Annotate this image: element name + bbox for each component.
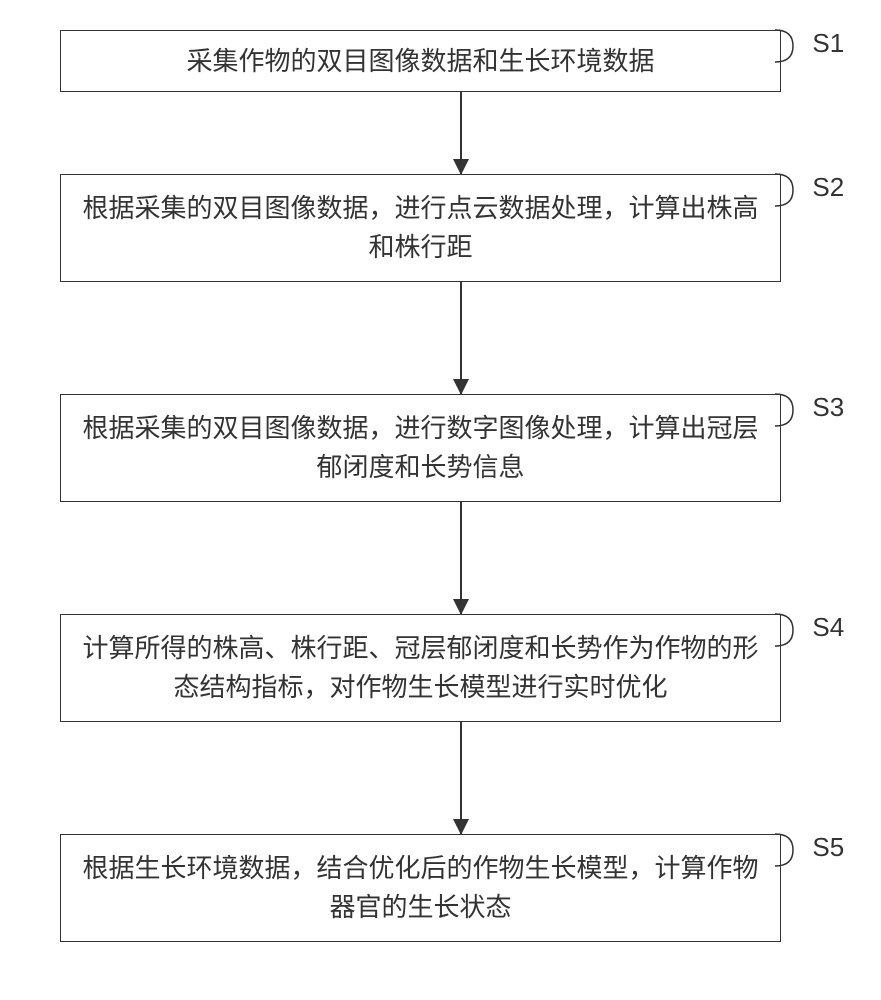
bracket-s5 bbox=[781, 832, 808, 942]
step-box-s1: 采集作物的双目图像数据和生长环境数据 bbox=[60, 30, 781, 92]
arrow-s2-s3 bbox=[460, 282, 462, 394]
step-text-s4: 计算所得的株高、株行距、冠层郁闭度和长势作为作物的形态结构指标，对作物生长模型进… bbox=[81, 629, 760, 707]
arrow-s4-s5 bbox=[460, 722, 462, 834]
step-box-s2: 根据采集的双目图像数据，进行点云数据处理，计算出株高和株行距 bbox=[60, 174, 781, 282]
arrow-container-4 bbox=[71, 722, 851, 834]
step-text-s2: 根据采集的双目图像数据，进行点云数据处理，计算出株高和株行距 bbox=[81, 189, 760, 267]
step-label-s3: S3 bbox=[812, 392, 861, 423]
step-text-s3: 根据采集的双目图像数据，进行数字图像处理，计算出冠层郁闭度和长势信息 bbox=[81, 409, 760, 487]
bracket-s3 bbox=[781, 392, 808, 502]
step-label-s4: S4 bbox=[812, 612, 861, 643]
step-text-s5: 根据生长环境数据，结合优化后的作物生长模型，计算作物器官的生长状态 bbox=[81, 849, 760, 927]
bracket-s2 bbox=[781, 172, 808, 282]
arrow-container-1 bbox=[71, 92, 851, 174]
bracket-s4 bbox=[781, 612, 808, 722]
arrow-container-2 bbox=[71, 282, 851, 394]
step-row-s5: 根据生长环境数据，结合优化后的作物生长模型，计算作物器官的生长状态 S5 bbox=[20, 834, 861, 942]
step-label-s2: S2 bbox=[812, 172, 861, 203]
step-box-s3: 根据采集的双目图像数据，进行数字图像处理，计算出冠层郁闭度和长势信息 bbox=[60, 394, 781, 502]
step-text-s1: 采集作物的双目图像数据和生长环境数据 bbox=[187, 42, 655, 81]
arrow-container-3 bbox=[71, 502, 851, 614]
step-label-s5: S5 bbox=[812, 832, 861, 863]
step-box-s5: 根据生长环境数据，结合优化后的作物生长模型，计算作物器官的生长状态 bbox=[60, 834, 781, 942]
step-box-s4: 计算所得的株高、株行距、冠层郁闭度和长势作为作物的形态结构指标，对作物生长模型进… bbox=[60, 614, 781, 722]
flowchart-container: 采集作物的双目图像数据和生长环境数据 S1 根据采集的双目图像数据，进行点云数据… bbox=[20, 30, 861, 942]
step-label-s1: S1 bbox=[812, 28, 861, 59]
bracket-s1 bbox=[781, 28, 808, 92]
arrow-s1-s2 bbox=[460, 92, 462, 174]
step-row-s4: 计算所得的株高、株行距、冠层郁闭度和长势作为作物的形态结构指标，对作物生长模型进… bbox=[20, 614, 861, 722]
step-row-s3: 根据采集的双目图像数据，进行数字图像处理，计算出冠层郁闭度和长势信息 S3 bbox=[20, 394, 861, 502]
step-row-s2: 根据采集的双目图像数据，进行点云数据处理，计算出株高和株行距 S2 bbox=[20, 174, 861, 282]
arrow-s3-s4 bbox=[460, 502, 462, 614]
step-row-s1: 采集作物的双目图像数据和生长环境数据 S1 bbox=[20, 30, 861, 92]
